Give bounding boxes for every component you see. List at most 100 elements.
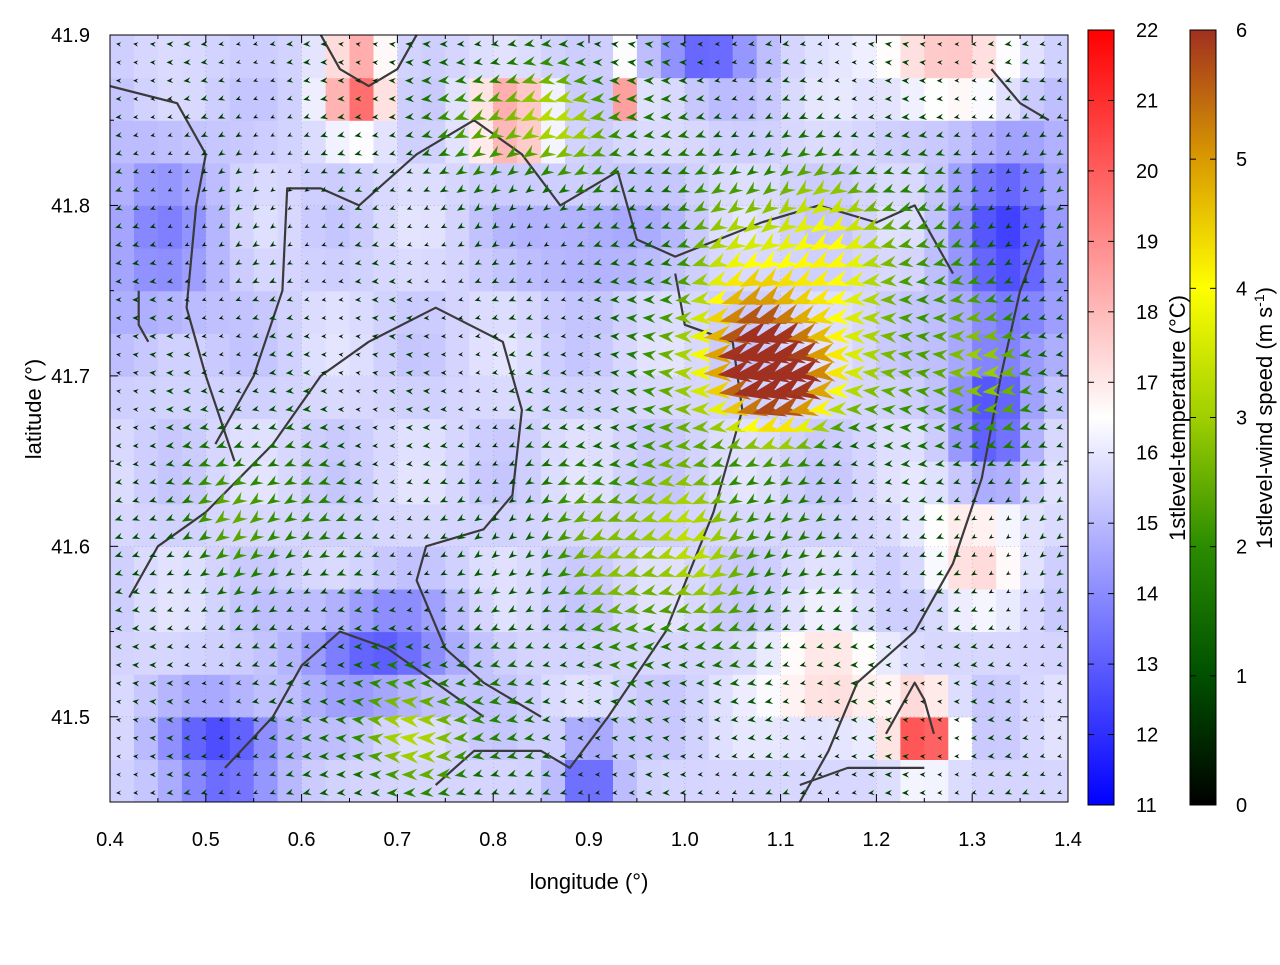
- wind-arrow: [729, 678, 740, 687]
- wind-arrow: [269, 41, 276, 47]
- wind-arrow: [728, 621, 743, 631]
- wind-arrow: [731, 789, 738, 795]
- wind-arrow: [252, 204, 260, 211]
- wind-arrow: [554, 125, 575, 140]
- wind-arrow: [542, 788, 552, 795]
- wind-arrow: [1039, 203, 1048, 211]
- wind-arrow: [181, 494, 195, 504]
- wind-arrow: [1023, 570, 1029, 576]
- wind-arrow: [473, 788, 484, 795]
- wind-arrow: [781, 623, 792, 631]
- wind-arrow: [695, 660, 706, 669]
- wind-arrow: [115, 334, 122, 339]
- temperature-cell: [325, 205, 351, 249]
- wind-arrow: [423, 496, 431, 503]
- temperature-cell: [517, 759, 542, 802]
- wind-arrow: [183, 351, 191, 358]
- wind-arrow: [576, 388, 584, 394]
- temperature-cell: [157, 375, 183, 420]
- wind-arrow: [524, 660, 535, 668]
- wind-arrow: [915, 368, 931, 380]
- temperature-cell: [325, 588, 351, 633]
- wind-arrow: [797, 146, 811, 158]
- wind-arrow: [457, 495, 466, 503]
- wind-arrow: [509, 240, 517, 247]
- wind-arrow: [800, 717, 806, 722]
- wind-arrow: [116, 60, 122, 65]
- wind-arrow: [491, 240, 500, 248]
- temperature-cell: [110, 461, 135, 505]
- wind-arrow: [987, 40, 995, 47]
- wind-arrow: [861, 348, 882, 363]
- wind-arrow: [249, 510, 265, 524]
- wind-arrow: [252, 186, 260, 193]
- wind-arrow: [590, 510, 608, 523]
- wind-arrow: [149, 753, 157, 760]
- temperature-cell: [804, 716, 830, 760]
- temperature-cell: [948, 759, 973, 802]
- wind-arrow: [851, 496, 859, 503]
- wind-arrow: [423, 588, 430, 594]
- wind-arrow: [420, 111, 434, 121]
- temperature-cell: [205, 588, 231, 633]
- wind-arrow: [868, 59, 875, 66]
- temperature-cell: [253, 375, 279, 420]
- temperature-cell: [756, 35, 782, 79]
- temperature-cell: [924, 588, 949, 633]
- wind-arrow: [761, 197, 780, 214]
- wind-arrow: [541, 422, 552, 431]
- x-axis-ticks: 0.4 0.5 0.6 0.7 0.8 0.9 1.0 1.1 1.2 1.3 1.4: [96, 35, 1082, 851]
- wind-arrow: [920, 717, 926, 723]
- temperature-cell: [684, 759, 710, 802]
- wind-arrow: [843, 252, 868, 268]
- wind-arrow: [678, 94, 689, 103]
- wind-arrow: [884, 789, 893, 796]
- wind-arrow: [389, 533, 397, 539]
- wind-arrow: [114, 496, 124, 503]
- wind-arrow: [727, 583, 745, 596]
- wind-arrow: [850, 551, 859, 558]
- wind-arrow: [405, 352, 414, 358]
- wind-arrow: [880, 274, 898, 287]
- wind-arrow: [642, 313, 656, 324]
- wind-arrow: [610, 203, 621, 211]
- wind-arrow: [116, 389, 122, 394]
- wind-arrow: [337, 606, 346, 613]
- wind-arrow: [524, 678, 535, 686]
- wind-arrow: [371, 241, 380, 247]
- temperature-cell: [397, 759, 422, 802]
- wind-arrow: [1005, 186, 1013, 193]
- temperature-cell: [181, 674, 207, 718]
- temperature-cell: [804, 162, 830, 206]
- wind-arrow: [166, 643, 174, 650]
- wind-arrow: [919, 790, 926, 796]
- wind-arrow: [354, 259, 363, 266]
- wind-arrow: [131, 587, 141, 595]
- wind-arrow: [555, 144, 574, 158]
- wind-arrow: [251, 660, 261, 667]
- wind-arrow: [250, 566, 264, 578]
- wind-arrow: [967, 274, 982, 285]
- wind-arrow: [399, 714, 420, 728]
- wind-arrow: [1001, 420, 1017, 431]
- wind-arrow: [389, 241, 397, 247]
- wind-arrow: [657, 545, 678, 559]
- wind-arrow: [915, 386, 931, 398]
- wind-arrow: [769, 321, 805, 344]
- wind-arrow: [490, 623, 501, 631]
- wind-arrow: [764, 734, 774, 741]
- wind-arrow: [808, 250, 835, 269]
- wind-arrow: [798, 511, 811, 523]
- temperature-cell: [134, 418, 159, 462]
- wind-arrow: [268, 350, 277, 357]
- wind-arrow: [149, 460, 157, 467]
- wind-arrow: [817, 41, 823, 47]
- wind-arrow: [606, 546, 626, 559]
- wind-arrow: [167, 150, 173, 155]
- wind-arrow: [709, 582, 728, 596]
- wind-arrow: [611, 735, 619, 742]
- wind-arrow: [657, 564, 677, 577]
- wind-arrow: [763, 475, 777, 486]
- wind-arrow: [731, 41, 738, 47]
- wind-arrow: [659, 294, 673, 305]
